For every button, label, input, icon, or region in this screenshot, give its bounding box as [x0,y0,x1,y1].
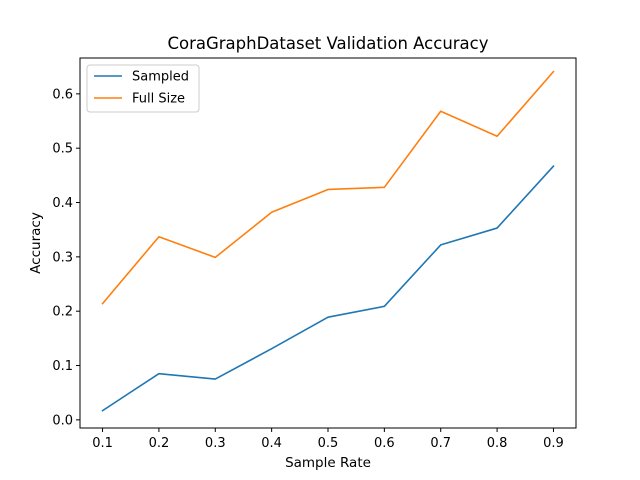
x-tick-label: 0.2 [149,436,170,451]
y-axis: 0.0 0.1 0.2 0.3 0.4 0.5 0.6 [52,87,80,428]
y-tick-label: 0.2 [52,305,73,320]
y-tick-label: 0.6 [52,87,73,102]
y-tick-label: 0.5 [52,142,73,157]
y-tick-label: 0.0 [52,413,73,428]
series-lines [101,70,555,412]
x-tick-label: 0.7 [430,436,451,451]
x-tick-label: 0.8 [487,436,508,451]
y-axis-label: Accuracy [28,212,44,274]
y-tick-label: 0.3 [52,250,73,265]
chart-title: CoraGraphDataset Validation Accuracy [167,34,488,53]
y-tick-label: 0.1 [52,359,73,374]
x-axis: 0.1 0.2 0.3 0.4 0.5 0.6 0.7 0.8 0.9 [92,428,564,451]
legend-label: Full Size [132,92,185,107]
x-tick-label: 0.6 [374,436,395,451]
series-line-full-size [101,70,555,305]
legend-label: Sampled [132,70,189,85]
series-line-sampled [101,164,555,412]
x-tick-label: 0.3 [205,436,226,451]
x-axis-label: Sample Rate [285,455,371,471]
legend: Sampled Full Size [86,64,200,113]
x-tick-label: 0.9 [543,436,564,451]
x-tick-label: 0.1 [92,436,113,451]
x-tick-label: 0.5 [318,436,339,451]
x-tick-label: 0.4 [261,436,282,451]
y-tick-label: 0.4 [52,196,73,211]
